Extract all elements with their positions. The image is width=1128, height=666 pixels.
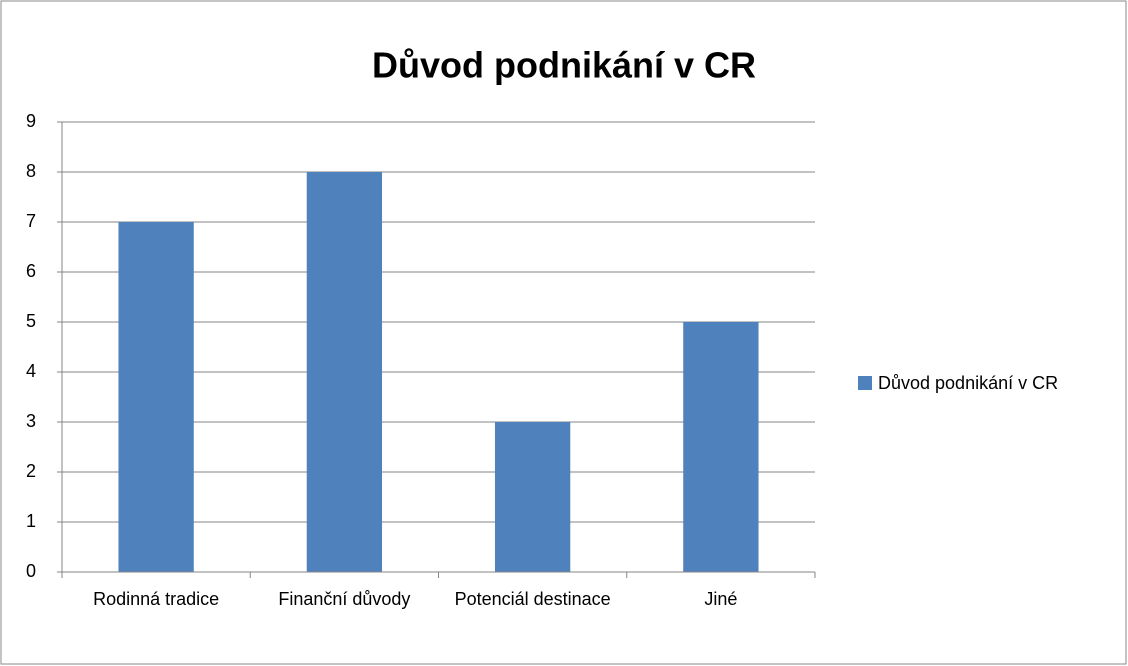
x-tick-label: Potenciál destinace [454, 589, 611, 609]
legend-label: Důvod podnikání v CR [878, 373, 1058, 393]
chart-title: Důvod podnikání v CR [372, 45, 756, 86]
y-tick-label: 0 [26, 561, 36, 581]
y-tick-label: 3 [26, 411, 36, 431]
bar [494, 422, 571, 572]
y-tick-label: 9 [26, 111, 36, 131]
legend-swatch [858, 376, 872, 390]
x-tick-label: Finanční důvody [278, 589, 411, 609]
y-tick-label: 8 [26, 161, 36, 181]
y-tick-label: 6 [26, 261, 36, 281]
y-tick-label: 2 [26, 461, 36, 481]
bar [306, 172, 383, 572]
x-tick-label: Rodinná tradice [93, 589, 220, 609]
y-tick-label: 7 [26, 211, 36, 231]
x-tick-label: Jiné [704, 589, 738, 609]
bar [683, 322, 759, 572]
y-tick-label: 4 [26, 361, 36, 381]
y-tick-label: 1 [26, 511, 36, 531]
y-tick-label: 5 [26, 311, 36, 331]
bar [118, 222, 194, 572]
